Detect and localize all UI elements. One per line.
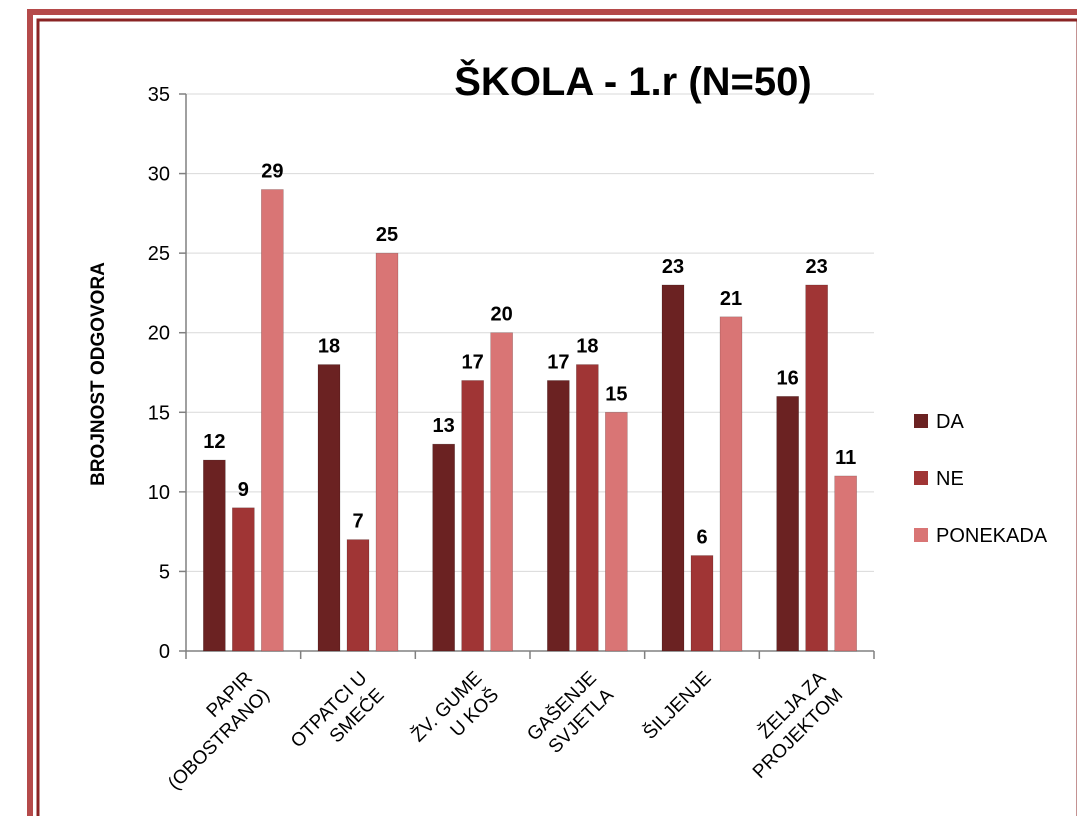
bar-ponekada [375, 252, 399, 652]
data-label: 9 [238, 479, 249, 501]
data-label: 23 [806, 256, 828, 278]
data-label: 17 [547, 351, 569, 373]
bar-da [203, 459, 226, 652]
y-tick-labels: 0 5 10 15 20 25 30 35 [148, 84, 170, 663]
bar-ne [576, 364, 599, 652]
data-label: 6 [696, 527, 707, 549]
y-tick-label: 35 [148, 84, 170, 106]
data-label: 29 [261, 160, 283, 182]
data-label: 11 [835, 447, 856, 469]
bar-ponekada [490, 332, 513, 652]
data-label: 16 [777, 367, 799, 389]
frame-outer [27, 9, 1077, 816]
bar-ne [461, 380, 484, 652]
legend-label: NE [936, 468, 964, 490]
legend-label: DA [936, 411, 964, 433]
y-axis-label: BROJNOST ODGOVORA [88, 262, 109, 486]
bar-ne [690, 555, 714, 652]
bar-ne [346, 539, 370, 652]
bar-ne [805, 284, 828, 652]
y-tick-label: 30 [148, 164, 170, 186]
y-tick-label: 15 [148, 402, 170, 424]
y-tick-label: 10 [148, 482, 170, 504]
data-label: 20 [491, 304, 513, 326]
data-label: 7 [352, 511, 363, 533]
legend-label: PONEKADA [936, 525, 1048, 547]
y-tick-label: 20 [148, 323, 170, 345]
data-label: 18 [576, 336, 598, 358]
bar-da [547, 380, 570, 652]
bar-ponekada [719, 316, 743, 652]
data-label: 21 [720, 288, 742, 310]
legend-swatch-ponekada [914, 528, 928, 542]
legend-swatch-da [914, 414, 928, 428]
data-label: 12 [203, 431, 225, 453]
bar-da [661, 284, 685, 652]
legend-swatch-ne [914, 471, 928, 485]
y-tick-label: 25 [148, 243, 170, 265]
data-label: 13 [433, 415, 455, 437]
legend: DA NE PONEKADA [914, 411, 1048, 547]
y-tick-label: 5 [159, 561, 170, 583]
chart-title: ŠKOLA - 1.r (N=50) [454, 58, 811, 104]
data-label: 18 [318, 336, 340, 358]
data-labels: 12 9 29 18 7 25 13 17 20 17 18 15 23 6 21 16 23 11 [203, 160, 856, 548]
gridlines [186, 93, 874, 572]
bar-ne [232, 507, 255, 652]
bar-da [776, 396, 799, 652]
axes [179, 93, 875, 659]
data-label: 15 [605, 383, 627, 405]
bar-ponekada [261, 189, 284, 652]
bar-ponekada [834, 475, 857, 652]
bar-da [432, 443, 455, 652]
data-label: 23 [662, 256, 684, 278]
y-tick-label: 0 [159, 641, 170, 663]
data-label: 25 [376, 224, 398, 246]
bars [203, 189, 857, 652]
data-label: 17 [462, 351, 484, 373]
bar-da [317, 364, 341, 652]
bar-ponekada [605, 411, 628, 652]
